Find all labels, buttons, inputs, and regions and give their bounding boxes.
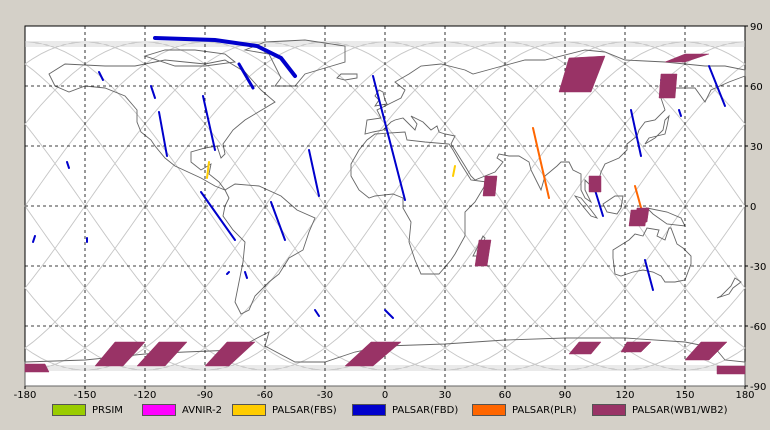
coastline xyxy=(716,277,742,299)
y-tick-label: -30 xyxy=(750,262,766,273)
footprint-PALSAR(FBS) xyxy=(452,165,456,177)
x-tick-label: 120 xyxy=(615,390,634,400)
x-tick-label: 90 xyxy=(559,390,572,400)
y-tick-label: 30 xyxy=(750,142,763,153)
legend-item: AVNIR-2 xyxy=(142,400,222,420)
coastline xyxy=(350,131,488,275)
legend-swatch xyxy=(232,404,266,416)
footprint-PALSAR(WB1/WB2) xyxy=(204,341,256,367)
footprint-PALSAR(FBS) xyxy=(206,161,210,179)
footprint-PALSAR(WB1/WB2) xyxy=(474,239,492,267)
legend-item: PALSAR(FBD) xyxy=(352,400,458,420)
footprint-PALSAR(FBD) xyxy=(384,309,394,319)
footprint-PALSAR(FBD) xyxy=(158,111,168,157)
legend-label: PALSAR(FBD) xyxy=(392,404,459,416)
footprint-PALSAR(FBD) xyxy=(32,235,36,243)
legend-item: PRSIM xyxy=(52,400,123,420)
footprint-PALSAR(WB1/WB2) xyxy=(684,341,728,361)
footprint-layer xyxy=(24,36,746,375)
y-tick-label: 90 xyxy=(750,22,763,33)
footprint-PALSAR(FBD) xyxy=(202,95,216,151)
x-tick-label: -150 xyxy=(74,390,97,400)
x-tick-label: 30 xyxy=(439,390,452,400)
x-tick-label: 180 xyxy=(735,390,754,400)
legend-swatch xyxy=(52,404,86,416)
coastline xyxy=(612,227,692,283)
footprint-PALSAR(WB1/WB2) xyxy=(136,341,188,367)
coastline xyxy=(644,114,670,145)
y-tick-label: 60 xyxy=(750,82,763,93)
x-tick-label: -30 xyxy=(317,390,333,400)
footprint-PALSAR(FBD) xyxy=(237,62,255,90)
legend-label: PALSAR(PLR) xyxy=(512,404,577,416)
footprint-PALSAR(FBD) xyxy=(153,36,297,78)
graticule-grid xyxy=(25,26,745,386)
footprint-PALSAR(FBD) xyxy=(98,71,104,81)
legend-label: PRSIM xyxy=(92,404,123,416)
footprint-PALSAR(WB1/WB2) xyxy=(716,365,746,375)
coastline xyxy=(364,49,746,204)
footprint-PALSAR(FBD) xyxy=(314,309,320,317)
footprint-PALSAR(FBD) xyxy=(150,85,156,99)
y-tick-label: -90 xyxy=(750,382,766,393)
x-tick-label: -60 xyxy=(257,390,273,400)
footprint-PALSAR(WB1/WB2) xyxy=(568,341,602,355)
legend-item: PALSAR(PLR) xyxy=(472,400,576,420)
footprint-PALSAR(WB1/WB2) xyxy=(24,363,50,373)
x-tick-label: 0 xyxy=(382,390,388,400)
legend-swatch xyxy=(352,404,386,416)
footprint-PALSAR(WB1/WB2) xyxy=(664,53,710,63)
footprint-PALSAR(FBD) xyxy=(226,271,230,275)
footprint-PALSAR(FBD) xyxy=(66,161,70,169)
x-tick-label: 150 xyxy=(675,390,694,400)
coastline xyxy=(336,73,358,81)
y-tick-label: -60 xyxy=(750,322,766,333)
footprint-PALSAR(FBD) xyxy=(244,271,248,279)
legend-swatch xyxy=(472,404,506,416)
coastline xyxy=(143,49,237,67)
coastline xyxy=(602,195,624,215)
footprint-PALSAR(WB1/WB2) xyxy=(558,55,606,93)
footprint-PALSAR(WB1/WB2) xyxy=(482,175,498,197)
footprint-PALSAR(FBD) xyxy=(200,191,236,241)
x-tick-label: 60 xyxy=(499,390,512,400)
legend-item: PALSAR(FBS) xyxy=(232,400,337,420)
footprint-PALSAR(FBD) xyxy=(644,259,654,291)
footprint-PALSAR(FBD) xyxy=(372,75,406,201)
footprint-PALSAR(FBD) xyxy=(270,201,286,241)
legend-swatch xyxy=(592,404,626,416)
footprint-PALSAR(FBD) xyxy=(678,109,682,117)
footprint-PALSAR(FBD) xyxy=(708,65,726,107)
footprint-PALSAR(FBD) xyxy=(630,109,642,157)
footprint-PALSAR(WB1/WB2) xyxy=(344,341,402,367)
coverage-map: -180 -150 -120 -90 -60 -30 0 30 60 90 120 150 180 90 6… xyxy=(14,22,767,400)
axis-ticks: -180 -150 -120 -90 -60 -30 0 30 60 90 120 150 180 90 6… xyxy=(14,22,767,400)
legend-swatch xyxy=(142,404,176,416)
legend-label: PALSAR(FBS) xyxy=(272,404,337,416)
y-tick-label: 0 xyxy=(750,202,756,213)
legend-label: AVNIR-2 xyxy=(182,404,222,416)
coastline xyxy=(243,39,346,87)
legend: PRSIM AVNIR-2 PALSAR(FBS) PALSAR(FBD) PALSAR… xyxy=(0,400,770,420)
footprint-PALSAR(PLR) xyxy=(532,127,550,199)
coastline xyxy=(222,183,316,315)
footprint-PALSAR(FBD) xyxy=(308,149,320,197)
x-tick-label: -90 xyxy=(197,390,213,400)
coastline xyxy=(573,195,599,219)
x-tick-label: -180 xyxy=(14,390,37,400)
footprint-PALSAR(WB1/WB2) xyxy=(94,341,146,367)
footprint-PALSAR(WB1/WB2) xyxy=(658,73,678,99)
legend-label: PALSAR(WB1/WB2) xyxy=(632,404,728,416)
footprint-PALSAR(FBD) xyxy=(594,189,604,217)
footprint-PALSAR(WB1/WB2) xyxy=(620,341,652,353)
x-tick-label: -120 xyxy=(134,390,157,400)
footprint-PALSAR(WB1/WB2) xyxy=(588,175,602,193)
legend-item: PALSAR(WB1/WB2) xyxy=(592,400,728,420)
footprint-PALSAR(WB1/WB2) xyxy=(628,209,648,227)
coastline xyxy=(48,59,276,192)
